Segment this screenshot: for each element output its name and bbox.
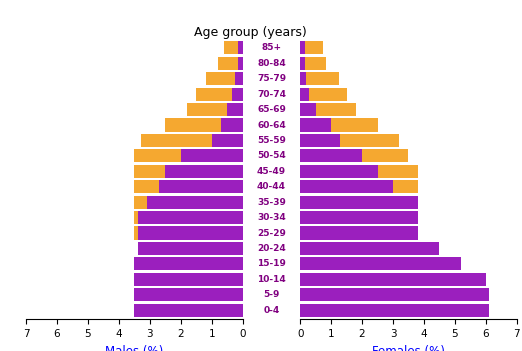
- Text: 25-29: 25-29: [257, 229, 286, 238]
- Text: 0-4: 0-4: [263, 306, 280, 314]
- Bar: [300, 103, 316, 116]
- Text: 55-59: 55-59: [257, 136, 286, 145]
- Bar: [300, 196, 418, 209]
- Text: 85+: 85+: [262, 44, 281, 52]
- Text: 80-84: 80-84: [257, 59, 286, 68]
- Bar: [300, 88, 310, 101]
- Bar: [300, 242, 399, 255]
- Bar: [300, 41, 323, 54]
- Bar: [165, 165, 243, 178]
- Bar: [221, 118, 243, 132]
- Bar: [196, 88, 243, 101]
- Bar: [300, 211, 418, 224]
- Bar: [235, 72, 243, 85]
- Bar: [300, 118, 377, 132]
- Bar: [135, 211, 243, 224]
- Bar: [156, 304, 243, 317]
- Bar: [227, 103, 243, 116]
- Bar: [150, 288, 243, 301]
- Bar: [300, 242, 440, 255]
- Bar: [187, 103, 243, 116]
- Text: 15-19: 15-19: [257, 259, 286, 269]
- Text: 75-79: 75-79: [257, 74, 286, 83]
- Bar: [300, 180, 418, 193]
- Bar: [300, 288, 489, 301]
- Bar: [300, 165, 418, 178]
- Bar: [300, 41, 305, 54]
- Bar: [218, 57, 243, 70]
- Bar: [159, 180, 243, 193]
- Bar: [135, 165, 243, 178]
- Bar: [300, 134, 399, 147]
- Bar: [300, 57, 326, 70]
- Bar: [181, 149, 243, 163]
- Bar: [238, 41, 243, 54]
- Bar: [300, 273, 399, 286]
- Text: 5-9: 5-9: [263, 290, 280, 299]
- Bar: [300, 257, 399, 270]
- Bar: [300, 257, 461, 270]
- Bar: [238, 57, 243, 70]
- Bar: [300, 196, 414, 209]
- Bar: [300, 304, 387, 317]
- Bar: [137, 211, 243, 224]
- Bar: [137, 242, 243, 255]
- Text: 40-44: 40-44: [257, 182, 286, 191]
- Bar: [144, 242, 243, 255]
- Bar: [300, 57, 305, 70]
- Bar: [232, 88, 243, 101]
- Bar: [300, 211, 408, 224]
- Text: 50-54: 50-54: [257, 151, 286, 160]
- Bar: [300, 288, 393, 301]
- Bar: [300, 118, 331, 132]
- Bar: [135, 257, 243, 270]
- Bar: [300, 180, 393, 193]
- Bar: [135, 273, 243, 286]
- Text: 10-14: 10-14: [257, 275, 286, 284]
- Bar: [300, 88, 347, 101]
- Bar: [135, 273, 243, 286]
- Text: Age group (years): Age group (years): [194, 26, 307, 39]
- Bar: [300, 149, 408, 163]
- Bar: [300, 72, 339, 85]
- Text: 70-74: 70-74: [257, 90, 286, 99]
- Bar: [147, 196, 243, 209]
- Bar: [135, 180, 243, 193]
- Bar: [206, 72, 243, 85]
- Text: 20-24: 20-24: [257, 244, 286, 253]
- Bar: [135, 288, 243, 301]
- Text: 65-69: 65-69: [257, 105, 286, 114]
- Bar: [140, 257, 243, 270]
- X-axis label: Males (%): Males (%): [105, 345, 163, 351]
- Bar: [135, 196, 243, 209]
- Bar: [212, 134, 243, 147]
- Bar: [224, 41, 243, 54]
- Text: 30-34: 30-34: [257, 213, 286, 222]
- Bar: [300, 226, 418, 240]
- Bar: [300, 134, 340, 147]
- Bar: [140, 134, 243, 147]
- Bar: [300, 149, 362, 163]
- Bar: [137, 226, 243, 240]
- Bar: [300, 103, 356, 116]
- Bar: [300, 273, 486, 286]
- Text: 60-64: 60-64: [257, 120, 286, 130]
- Text: 45-49: 45-49: [257, 167, 286, 176]
- Bar: [300, 165, 377, 178]
- Bar: [300, 226, 408, 240]
- Bar: [165, 118, 243, 132]
- Bar: [300, 304, 489, 317]
- X-axis label: Females (%): Females (%): [372, 345, 445, 351]
- Bar: [135, 304, 243, 317]
- Bar: [300, 72, 306, 85]
- Bar: [135, 226, 243, 240]
- Bar: [135, 149, 243, 163]
- Text: 35-39: 35-39: [257, 198, 286, 207]
